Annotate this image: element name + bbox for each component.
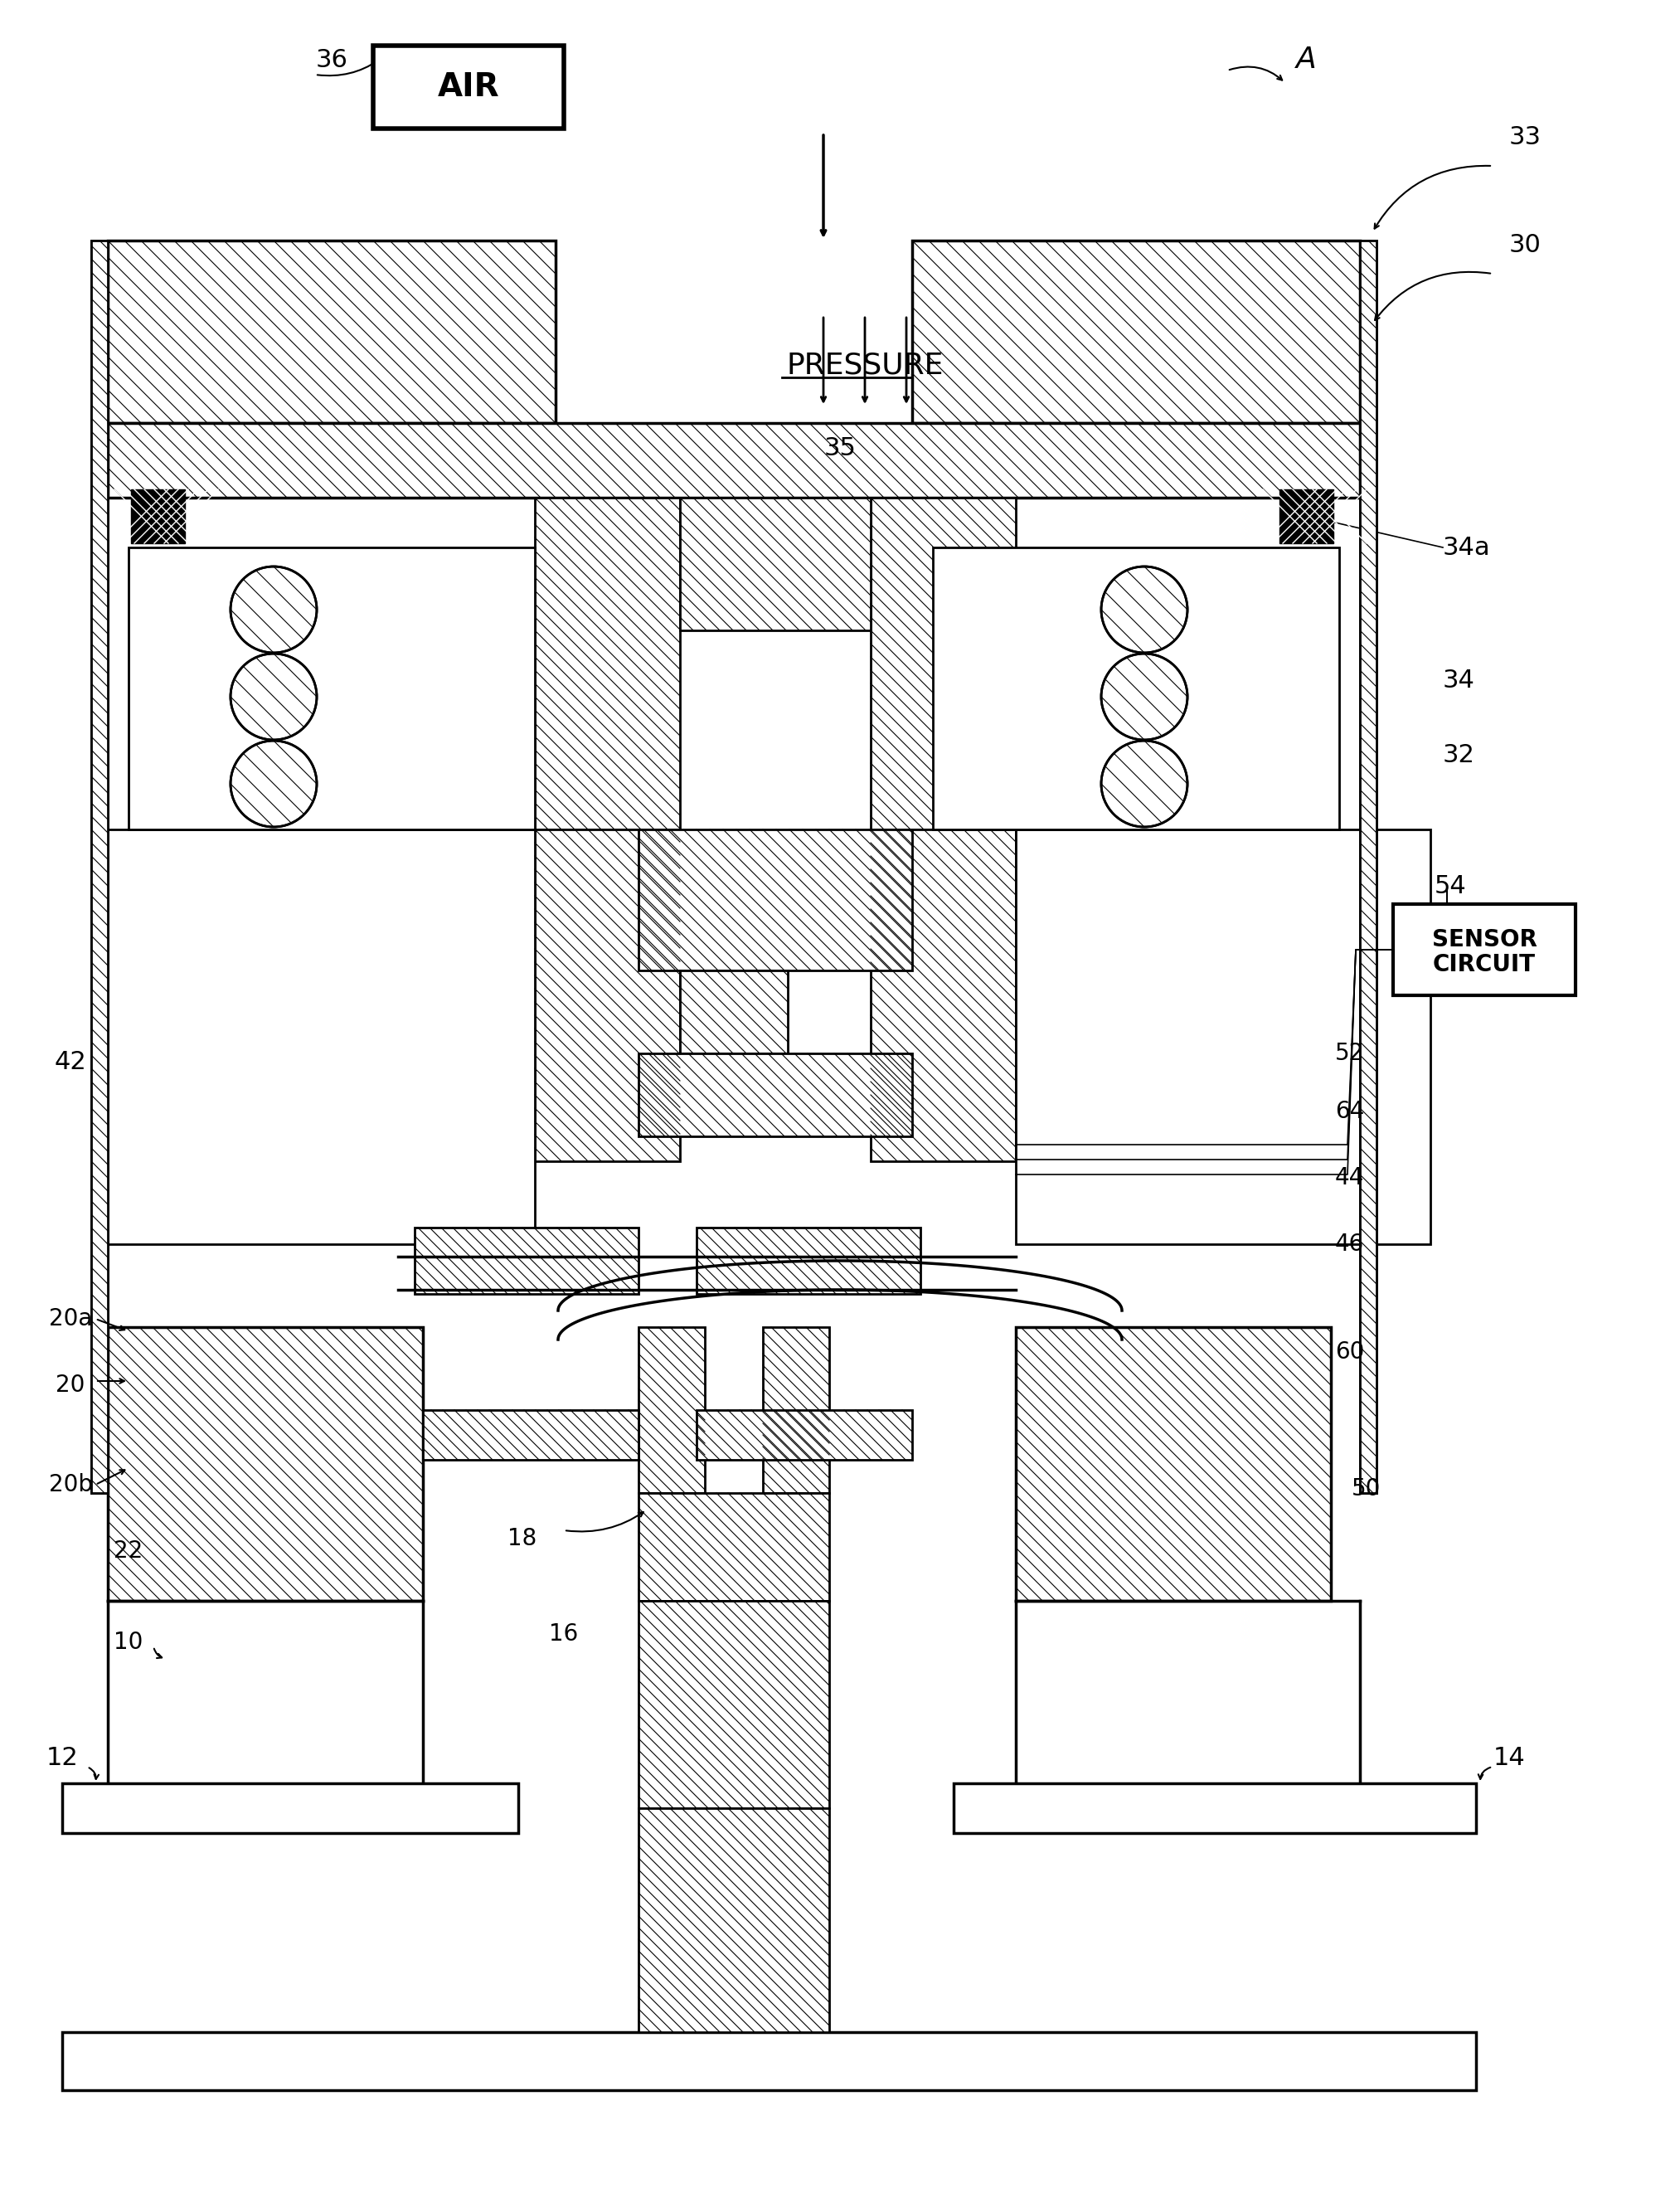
- Bar: [1393, 903, 1576, 996]
- Text: 50: 50: [1352, 1478, 1381, 1500]
- Bar: [1016, 831, 1430, 1245]
- Text: 14: 14: [1494, 1747, 1525, 1771]
- Text: 20: 20: [55, 1372, 86, 1397]
- Polygon shape: [870, 831, 1016, 1161]
- Polygon shape: [638, 1326, 706, 1494]
- Text: 35: 35: [823, 436, 857, 460]
- Bar: [1280, 489, 1334, 544]
- Polygon shape: [415, 1227, 638, 1293]
- Polygon shape: [697, 1410, 912, 1461]
- Text: 42: 42: [54, 1049, 87, 1073]
- Text: 33: 33: [1509, 126, 1542, 150]
- Polygon shape: [1016, 1326, 1331, 1602]
- Polygon shape: [638, 1602, 830, 1809]
- Bar: [1359, 240, 1376, 1494]
- Polygon shape: [763, 1326, 830, 1494]
- Text: 66: 66: [1037, 767, 1068, 791]
- Polygon shape: [680, 972, 788, 1053]
- Polygon shape: [697, 1227, 921, 1293]
- Text: 34a: 34a: [1443, 535, 1490, 560]
- Text: 16: 16: [549, 1621, 578, 1646]
- Bar: [62, 2031, 1477, 2091]
- Polygon shape: [1359, 240, 1376, 1494]
- Text: 18: 18: [507, 1527, 538, 1551]
- Polygon shape: [534, 831, 680, 1161]
- Bar: [129, 546, 534, 831]
- Bar: [91, 240, 108, 1494]
- Polygon shape: [108, 1326, 423, 1602]
- Text: 44: 44: [1336, 1165, 1364, 1190]
- Polygon shape: [108, 240, 556, 423]
- Text: SENSOR: SENSOR: [1431, 927, 1537, 952]
- Bar: [62, 1782, 517, 1833]
- Text: 12: 12: [45, 1747, 79, 1771]
- Bar: [131, 489, 185, 544]
- Polygon shape: [638, 1053, 912, 1137]
- Polygon shape: [680, 498, 870, 630]
- Polygon shape: [912, 240, 1359, 423]
- Polygon shape: [870, 498, 1016, 831]
- Text: AIR: AIR: [437, 70, 499, 104]
- Polygon shape: [108, 423, 1359, 498]
- Text: A: A: [1295, 46, 1317, 75]
- Text: 32: 32: [1443, 742, 1475, 767]
- Text: 54: 54: [1435, 875, 1467, 899]
- Text: 30: 30: [1509, 234, 1542, 258]
- Text: 34: 34: [1443, 668, 1475, 692]
- Text: 64: 64: [1336, 1099, 1364, 1124]
- Polygon shape: [534, 498, 680, 831]
- Polygon shape: [91, 240, 108, 1494]
- Bar: [108, 831, 534, 1245]
- Text: 20b: 20b: [49, 1474, 92, 1496]
- Polygon shape: [423, 1410, 638, 1461]
- Bar: [954, 1782, 1477, 1833]
- Text: 36: 36: [316, 48, 348, 73]
- Text: 46: 46: [1336, 1231, 1364, 1256]
- Polygon shape: [638, 1494, 830, 1602]
- Bar: [932, 546, 1339, 831]
- Polygon shape: [638, 1809, 830, 2031]
- Text: 10: 10: [114, 1630, 143, 1654]
- Text: 52: 52: [1336, 1042, 1364, 1064]
- Text: 22: 22: [114, 1540, 143, 1562]
- Text: 38: 38: [166, 775, 198, 800]
- Text: CIRCUIT: CIRCUIT: [1433, 954, 1536, 976]
- Text: 20a: 20a: [49, 1306, 92, 1331]
- Text: PRESSURE: PRESSURE: [786, 350, 944, 379]
- Polygon shape: [638, 831, 912, 972]
- Text: 60: 60: [1336, 1339, 1364, 1364]
- Bar: [373, 46, 564, 128]
